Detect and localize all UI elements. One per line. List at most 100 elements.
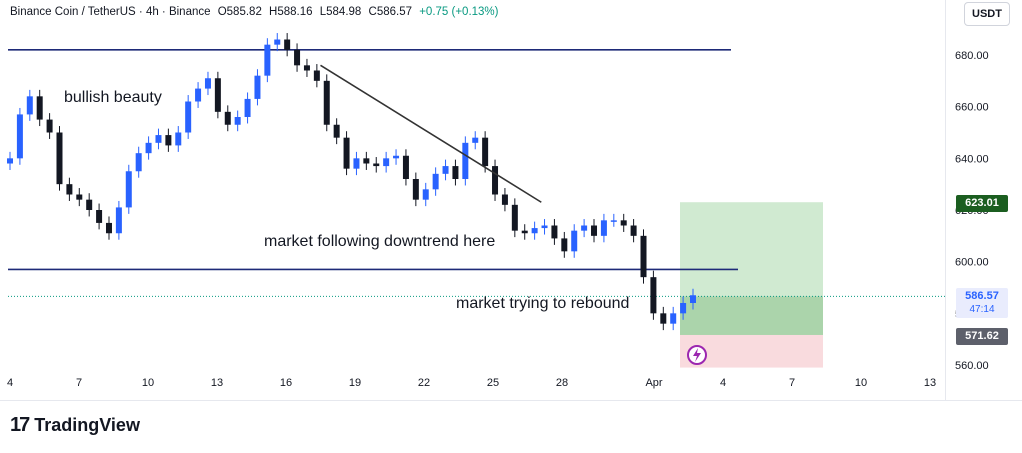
candle-body (600, 220, 607, 236)
stop-price-label: 571.62 (965, 330, 999, 342)
x-tick-label: 10 (142, 377, 154, 389)
candle-body (115, 207, 122, 234)
candle-body (581, 225, 588, 231)
symbol-title: Binance Coin / TetherUS · 4h · Binance (10, 6, 211, 18)
candle-body (86, 199, 93, 210)
candle-body (303, 65, 310, 71)
candle-body (16, 114, 23, 159)
candle-body (145, 142, 152, 154)
candle-body (46, 119, 53, 133)
candle-body (680, 303, 687, 314)
candle-body (333, 124, 340, 138)
candle-body (175, 132, 182, 146)
annotation-bullish: bullish beauty (64, 89, 162, 106)
candle-body (620, 220, 627, 226)
candle-body (571, 230, 578, 252)
candle-body (185, 101, 192, 133)
candle-body (412, 179, 419, 200)
candle-body (591, 225, 598, 236)
x-tick-label: 13 (924, 377, 936, 389)
candle-body (462, 142, 469, 179)
x-tick-label: 25 (487, 377, 499, 389)
target-price-label: 623.01 (965, 197, 999, 209)
x-tick-label: 13 (211, 377, 223, 389)
ohlc-change: +0.75 (+0.13%) (419, 6, 499, 18)
candle-body (234, 117, 241, 125)
candle-body (224, 111, 231, 125)
current-price-tag: 586.57 47:14 (956, 288, 1008, 318)
ohlc-low: L584.98 (319, 6, 362, 18)
candle-body (561, 238, 568, 252)
candle-body (36, 96, 43, 120)
candle-body (254, 75, 261, 99)
candle-body (96, 210, 103, 223)
tradingview-logo[interactable]: 17 TradingView (10, 414, 140, 437)
candle-body (442, 166, 449, 174)
candle-body (472, 137, 479, 143)
candle-body (195, 88, 202, 102)
y-tick-label: 680.00 (955, 50, 989, 62)
candle-body (660, 313, 667, 324)
candle-body (313, 70, 320, 81)
y-tick-label: 560.00 (955, 360, 989, 372)
candle-body (422, 189, 429, 200)
x-tick-label: 22 (418, 377, 430, 389)
candle-body (610, 220, 617, 222)
x-tick-label: 19 (349, 377, 361, 389)
candle-body (402, 155, 409, 179)
tradingview-logo-icon: 17 (10, 414, 30, 436)
candle-body (105, 222, 112, 234)
candle-body (492, 166, 499, 195)
x-tick-label: Apr (645, 377, 662, 389)
candle-body (343, 137, 350, 169)
candle-body (640, 235, 647, 278)
candle-body (373, 163, 380, 167)
candle-body (531, 228, 538, 234)
ohlc-open: O585.82 (217, 6, 262, 18)
candle-body (690, 295, 696, 303)
candle-body (26, 96, 33, 115)
x-tick-label: 4 (720, 377, 726, 389)
trendline (320, 64, 542, 203)
x-tick-label: 4 (7, 377, 13, 389)
candle-body (264, 44, 271, 76)
candle-body (393, 155, 400, 159)
candle-body (155, 135, 162, 143)
currency-button[interactable]: USDT (964, 2, 1010, 26)
x-tick-label: 7 (76, 377, 82, 389)
x-tick-label: 16 (280, 377, 292, 389)
stop-price-tag: 571.62 (956, 328, 1008, 345)
price-axis-divider (945, 0, 946, 400)
candle-body (630, 225, 637, 236)
candle-body (244, 98, 251, 117)
price-chart-svg[interactable]: 680.00660.00640.00620.00600.00580.00560.… (0, 0, 1022, 400)
candle-body (294, 49, 301, 66)
candle-body (432, 173, 439, 190)
candle-body (383, 158, 390, 167)
candle-body (56, 132, 63, 185)
candle-body (551, 225, 558, 239)
candle-body (452, 166, 459, 179)
candle-body (541, 225, 548, 229)
candle-body (363, 158, 370, 164)
entry-zone (680, 296, 823, 335)
candle-body (204, 78, 211, 89)
current-price-label: 586.57 (965, 290, 999, 302)
y-tick-label: 640.00 (955, 153, 989, 165)
x-tick-label: 10 (855, 377, 867, 389)
candle-body (7, 158, 13, 164)
ohlc-close: C586.57 (368, 6, 412, 18)
candle-body (670, 313, 677, 324)
candle-body (125, 171, 132, 208)
candle-body (165, 135, 172, 146)
target-price-tag: 623.01 (956, 195, 1008, 212)
chart-area[interactable] (0, 0, 1022, 401)
symbol-header: Binance Coin / TetherUS · 4h · Binance O… (10, 6, 502, 18)
candle-body (274, 39, 281, 45)
candle-body (482, 137, 489, 167)
x-tick-label: 28 (556, 377, 568, 389)
annotation-rebound: market trying to rebound (456, 295, 630, 312)
candle-body (284, 39, 291, 50)
annotation-downtrend: market following downtrend here (264, 233, 496, 250)
candle-body (511, 204, 518, 231)
